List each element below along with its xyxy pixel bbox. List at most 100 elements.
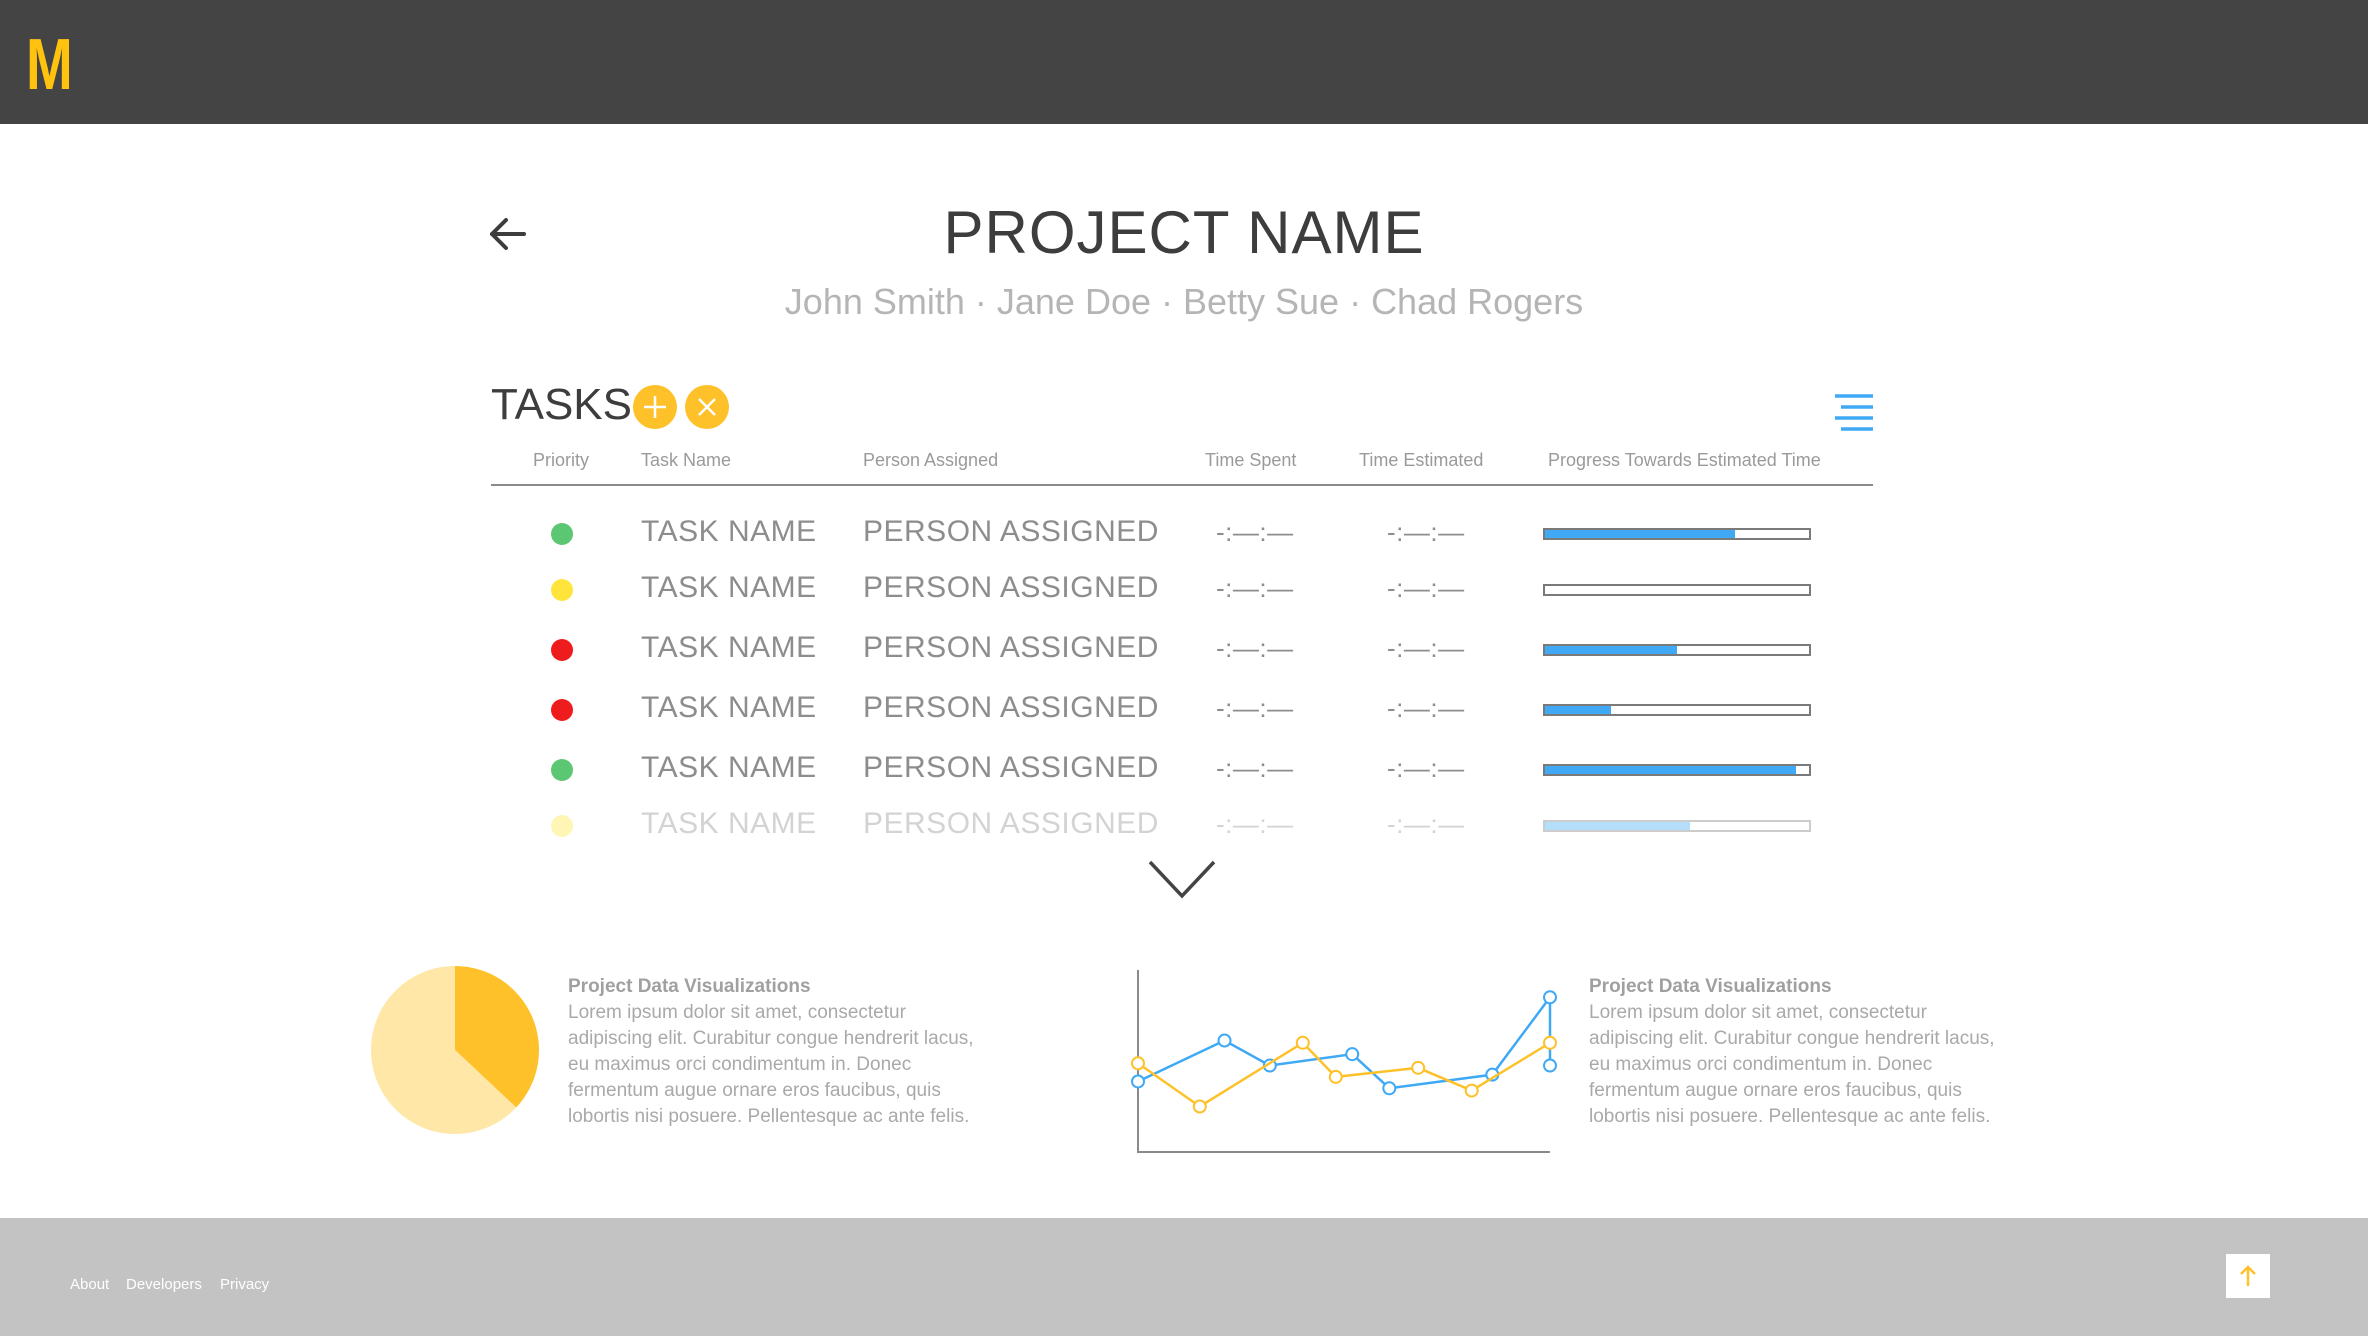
series-line-0 (1137, 993, 1552, 1090)
person-assigned: PERSON ASSIGNED (863, 571, 1159, 604)
task-name: TASK NAME (641, 807, 817, 840)
footer: About Developers Privacy (0, 1218, 2368, 1336)
progress-fill (1545, 706, 1611, 714)
task-name: TASK NAME (641, 691, 817, 724)
task-row[interactable]: TASK NAME PERSON ASSIGNED -:—:— -:—:— (491, 745, 1873, 795)
data-point (1543, 1058, 1557, 1073)
progress-bar (1543, 644, 1811, 656)
data-point (1295, 1035, 1310, 1050)
time-estimated: -:—:— (1387, 693, 1465, 723)
task-row[interactable]: TASK NAME PERSON ASSIGNED -:—:— -:—:— (491, 565, 1873, 615)
task-row[interactable]: TASK NAME PERSON ASSIGNED -:—:— -:—:— (491, 625, 1873, 675)
task-row[interactable]: TASK NAME PERSON ASSIGNED -:—:— -:—:— (491, 509, 1873, 559)
data-point (1131, 1074, 1145, 1089)
person-assigned: PERSON ASSIGNED (863, 807, 1159, 840)
remove-task-button[interactable] (685, 385, 729, 429)
data-point (1131, 1056, 1145, 1071)
task-row[interactable]: TASK NAME PERSON ASSIGNED -:—:— -:—:— (491, 685, 1873, 735)
time-estimated: -:—:— (1387, 753, 1465, 783)
progress-fill (1545, 822, 1691, 830)
pie-slice-1 (371, 966, 517, 1134)
time-spent: -:—:— (1216, 573, 1294, 603)
tasks-heading: TASKS (491, 380, 633, 429)
progress-fill (1545, 530, 1736, 538)
footer-link-about[interactable]: About (70, 1276, 110, 1293)
task-name: TASK NAME (641, 751, 817, 784)
visualization-body: Lorem ipsum dolor sit amet, consectetur … (568, 1002, 974, 1127)
scroll-to-top-button[interactable] (2226, 1254, 2270, 1298)
data-point (1382, 1081, 1397, 1096)
data-point (1192, 1099, 1207, 1114)
person-assigned: PERSON ASSIGNED (863, 751, 1159, 784)
person-assigned: PERSON ASSIGNED (863, 631, 1159, 664)
visualization-description: Project Data Visualizations Lorem ipsum … (1589, 974, 2009, 1130)
progress-bar (1543, 764, 1811, 776)
task-menu-button[interactable] (1833, 392, 1875, 432)
arrow-left-icon (490, 218, 526, 250)
priority-indicator (551, 759, 573, 781)
time-spent: -:—:— (1216, 517, 1294, 547)
top-navigation-bar: M (0, 0, 2368, 124)
task-name: TASK NAME (641, 631, 817, 664)
progress-bar (1543, 820, 1811, 832)
task-name: TASK NAME (641, 571, 817, 604)
hamburger-menu-icon (1835, 394, 1873, 431)
person-assigned: PERSON ASSIGNED (863, 691, 1159, 724)
progress-fill (1545, 766, 1796, 774)
column-header-person[interactable]: Person Assigned (863, 450, 999, 470)
time-spent: -:—:— (1216, 753, 1294, 783)
line-chart (1131, 970, 1557, 1153)
progress-fill (1545, 646, 1677, 654)
time-estimated: -:—:— (1387, 573, 1465, 603)
progress-bar (1543, 704, 1811, 716)
priority-indicator (551, 579, 573, 601)
column-header-time-estimated[interactable]: Time Estimated (1359, 450, 1484, 470)
time-spent: -:—:— (1216, 809, 1294, 839)
back-button[interactable] (484, 210, 532, 258)
priority-indicator (551, 815, 573, 837)
task-row[interactable]: TASK NAME PERSON ASSIGNED -:—:— -:—:— (491, 801, 1873, 851)
priority-indicator (551, 699, 573, 721)
visualization-description: Project Data Visualizations Lorem ipsum … (568, 974, 988, 1130)
show-more-tasks-button[interactable] (1146, 858, 1218, 902)
pie-slice-0 (455, 966, 539, 1108)
chevron-down-icon (1148, 860, 1216, 899)
data-point (1217, 1033, 1232, 1048)
priority-indicator (551, 639, 573, 661)
time-spent: -:—:— (1216, 693, 1294, 723)
pie-chart (371, 966, 539, 1134)
arrow-up-icon (2240, 1265, 2256, 1286)
data-point (1411, 1060, 1426, 1075)
column-header-time-spent[interactable]: Time Spent (1205, 450, 1297, 470)
data-point (1464, 1083, 1479, 1098)
person-assigned: PERSON ASSIGNED (863, 515, 1159, 548)
footer-link-privacy[interactable]: Privacy (220, 1276, 270, 1293)
task-name: TASK NAME (641, 515, 817, 548)
progress-bar (1543, 528, 1811, 540)
app-logo[interactable]: M (26, 25, 73, 105)
data-point (1328, 1069, 1343, 1084)
time-estimated: -:—:— (1387, 809, 1465, 839)
priority-indicator (551, 523, 573, 545)
x-icon (698, 398, 716, 416)
progress-bar (1543, 584, 1811, 596)
plus-icon (644, 396, 666, 418)
visualization-body: Lorem ipsum dolor sit amet, consectetur … (1589, 1002, 1995, 1127)
time-estimated: -:—:— (1387, 633, 1465, 663)
data-point (1345, 1047, 1360, 1062)
column-header-progress[interactable]: Progress Towards Estimated Time (1548, 450, 1821, 470)
add-task-button[interactable] (633, 385, 677, 429)
project-title: PROJECT NAME (943, 199, 1425, 266)
data-point (1543, 1035, 1557, 1050)
data-point (1543, 990, 1557, 1005)
footer-link-developers[interactable]: Developers (126, 1276, 202, 1293)
project-members: John Smith · Jane Doe · Betty Sue · Chad… (784, 281, 1584, 322)
table-header-divider (491, 484, 1873, 486)
visualization-title: Project Data Visualizations (1589, 976, 1832, 997)
time-spent: -:—:— (1216, 633, 1294, 663)
visualization-title: Project Data Visualizations (568, 976, 811, 997)
chart-axes (1137, 970, 1550, 1153)
column-header-priority[interactable]: Priority (533, 450, 590, 470)
column-header-task-name[interactable]: Task Name (641, 450, 732, 470)
time-estimated: -:—:— (1387, 517, 1465, 547)
